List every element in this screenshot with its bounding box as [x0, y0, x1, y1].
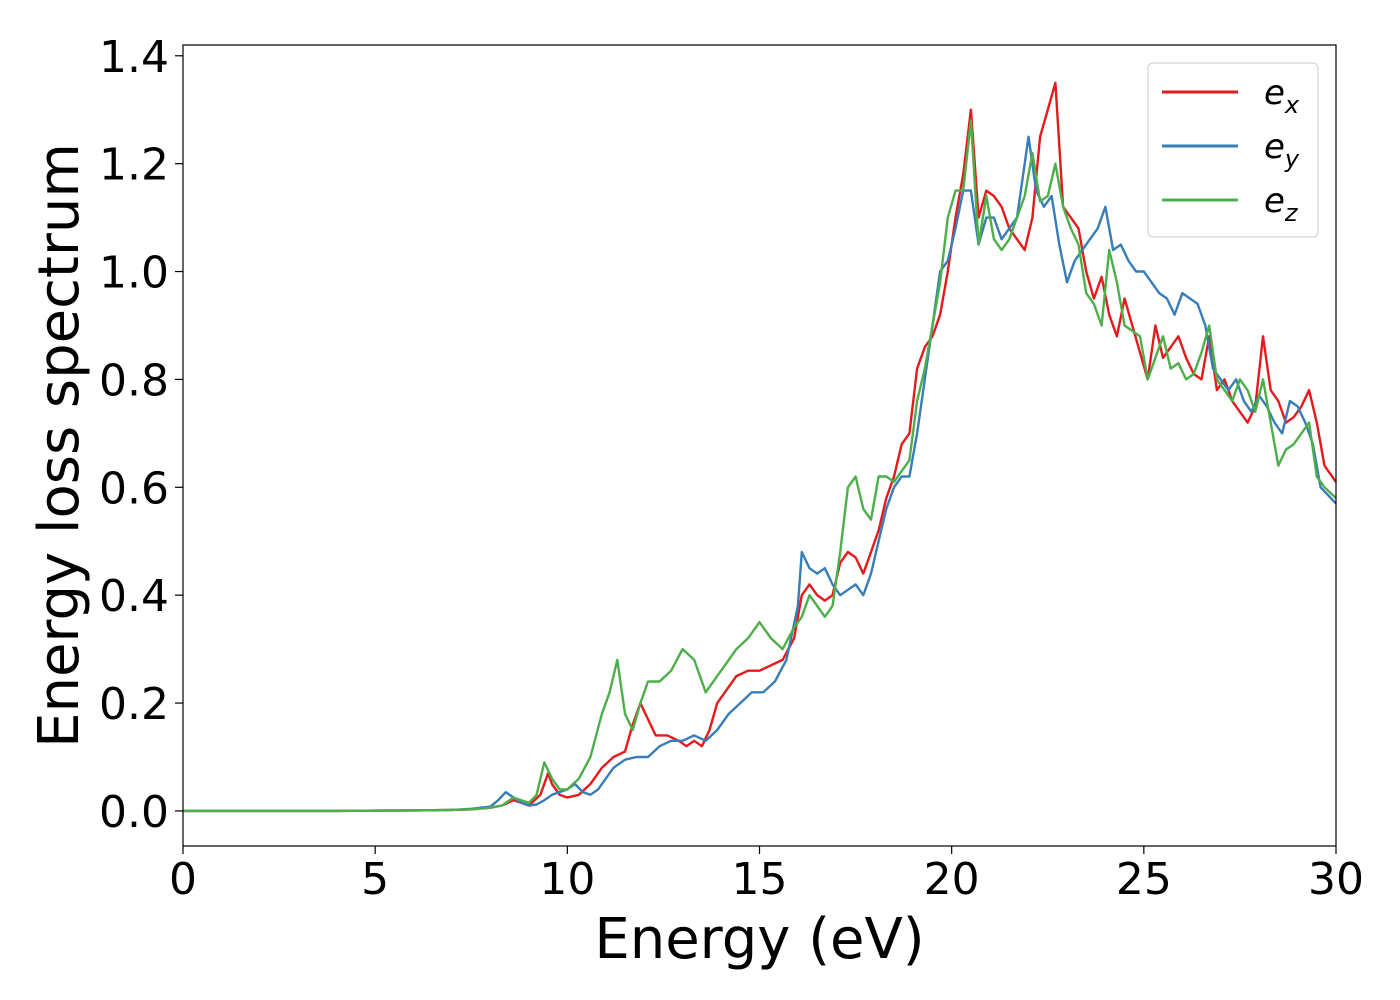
y-tick-label: 0.8: [99, 355, 169, 406]
x-tick-label: 5: [361, 854, 389, 905]
legend-label-y: ey: [1264, 127, 1300, 173]
x-axis-label: Energy (eV): [594, 907, 924, 972]
y-tick-label: 0.6: [99, 463, 169, 514]
legend-box: [1147, 62, 1319, 238]
series-lines: [183, 81, 1337, 813]
y-tick-label: 1.4: [99, 32, 169, 83]
plot-frame: [182, 44, 1337, 847]
legend: ex ey ez: [1147, 62, 1319, 238]
y-tick-label: 0.4: [99, 571, 169, 622]
y-tick-label: 0.2: [99, 679, 169, 730]
series-line-z: [183, 119, 1337, 813]
x-tick-label: 30: [1308, 854, 1364, 905]
x-tick-label: 15: [732, 854, 788, 905]
x-tick-label: 10: [539, 854, 595, 905]
x-tick-label: 20: [924, 854, 980, 905]
y-tick-label: 1.2: [99, 140, 169, 191]
legend-label-x: ex: [1264, 73, 1300, 119]
y-tick-label: 0.0: [99, 787, 169, 838]
legend-label-z: ez: [1264, 181, 1299, 227]
x-tick-label: 25: [1116, 854, 1172, 905]
y-axis-label: Energy loss spectrum: [27, 143, 92, 748]
y-tick-label: 1.0: [99, 248, 169, 299]
x-tick-label: 0: [169, 854, 197, 905]
series-line-y: [183, 135, 1337, 813]
tick-group: 0 5 10 15 20 25 30 0.0 0.2 0.4 0.6 0.8 1.0 1.2 1.4: [99, 32, 1364, 905]
